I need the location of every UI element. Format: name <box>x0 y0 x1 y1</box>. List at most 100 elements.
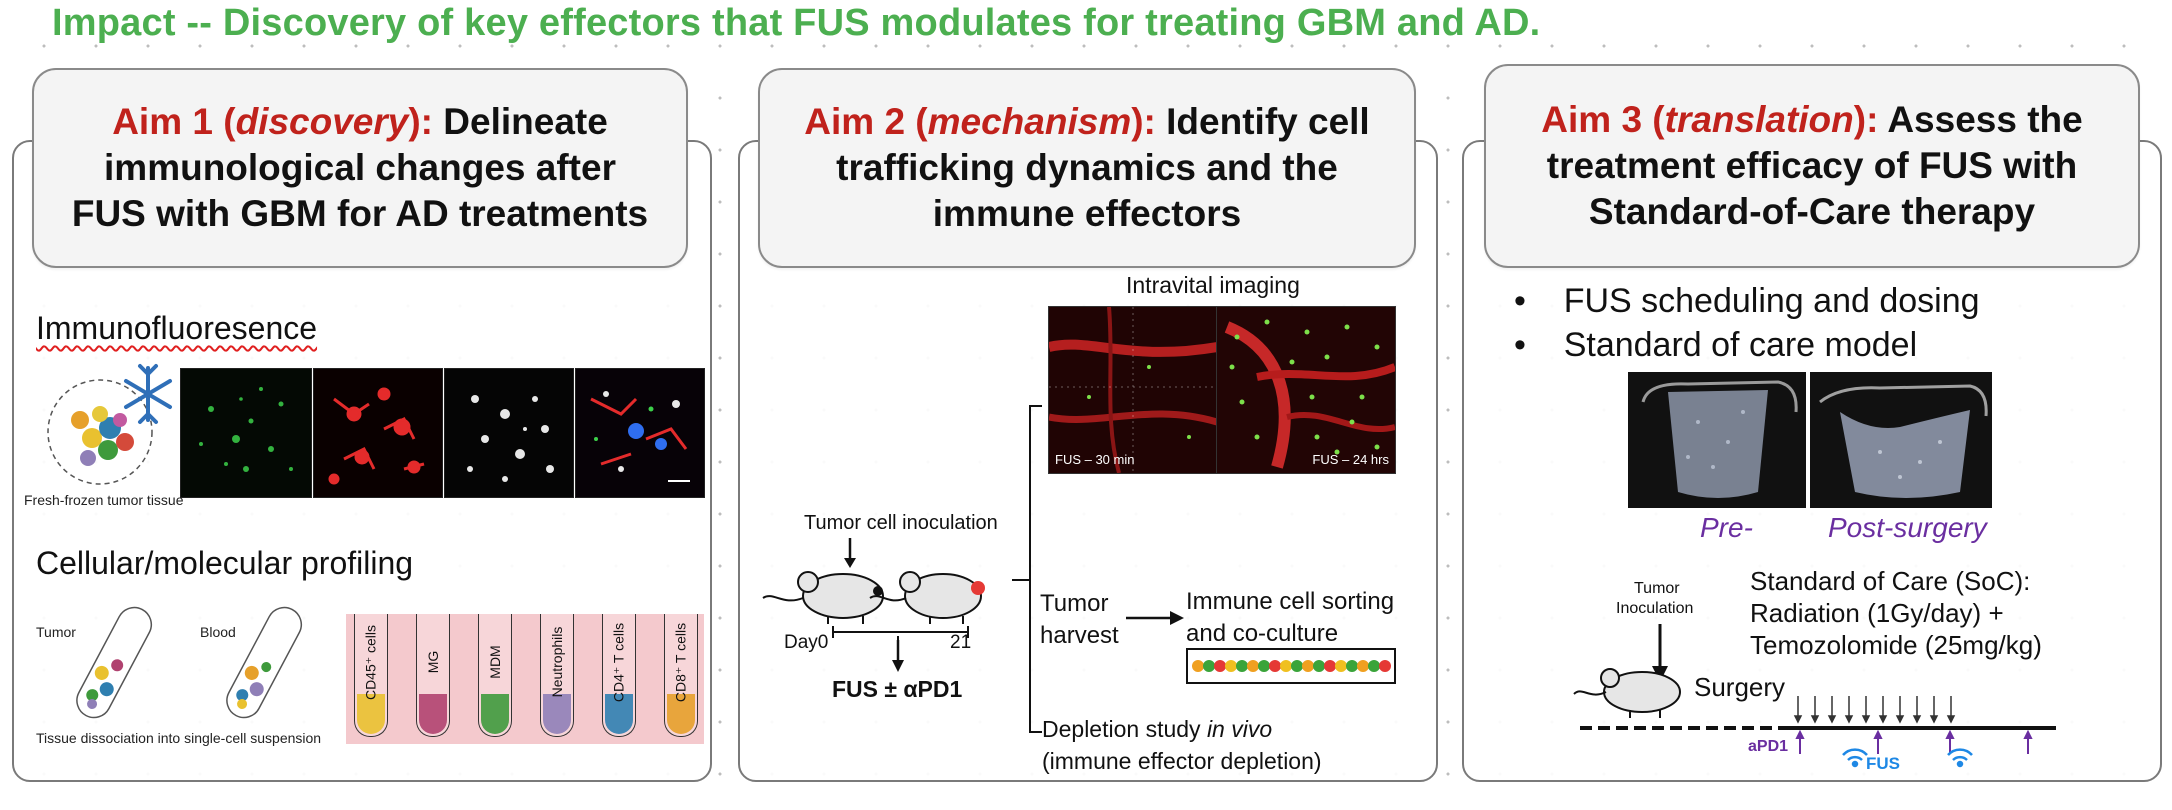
soc-line2: Radiation (1Gy/day) + <box>1750 598 2004 628</box>
apd1-dose-arrowhead <box>1873 729 1883 739</box>
tube-label: CD8⁺ T cells <box>672 622 689 703</box>
coculture-cell <box>1203 660 1215 672</box>
radiation-dose-arrowhead <box>1878 715 1888 724</box>
coculture-cell <box>1269 660 1281 672</box>
aim1-title-box: Aim 1 (discovery): Delineate immunologic… <box>32 68 688 268</box>
tumor-inoc-line2: Inoculation <box>1616 600 1694 617</box>
cell-tube: Neutrophils <box>540 614 574 738</box>
mouse-timeline-diagram <box>762 538 985 644</box>
aim3-title-line3: Standard-of-Care therapy <box>1588 191 2036 232</box>
ultrasound-post-visual <box>1810 372 1992 508</box>
impact-headline: Impact -- Discovery of key effectors tha… <box>52 2 1541 44</box>
radiation-dose-arrowhead <box>1793 715 1803 724</box>
cell-tube: CD4⁺ T cells <box>602 614 636 738</box>
cell-type-tubes-panel: CD45⁺ cells MG MDM Neutrophils CD4⁺ T cells C… <box>346 614 704 744</box>
immunofluorescence-label: Immunofluoresence <box>36 310 318 346</box>
aim1-title-line1: Aim 1 (discovery): Delineate <box>112 101 608 142</box>
tube-cells <box>605 694 633 734</box>
cell-tube: MG <box>416 614 450 738</box>
frozen-tissue-illustration <box>47 364 172 485</box>
radiation-dose-arrowhead <box>1929 715 1939 724</box>
coculture-cell <box>1291 660 1303 672</box>
apd1-dose-arrowhead <box>2023 729 2033 739</box>
fresh-frozen-caption: Fresh-frozen tumor tissue <box>24 492 184 508</box>
ultrasound-pre-visual <box>1628 372 1806 508</box>
soc-line3: Temozolomide (25mg/kg) <box>1750 630 2042 660</box>
cell-tube: CD8⁺ T cells <box>664 614 698 738</box>
radiation-dose-arrowhead <box>1827 715 1837 724</box>
mouse-icon-day0 <box>762 571 884 624</box>
tumor-harvest-line1: Tumor <box>1040 590 1109 617</box>
intravital-label: Intravital imaging <box>1126 272 1300 298</box>
cell-tube: MDM <box>478 614 512 738</box>
tumor-harvest-line2: harvest <box>1040 622 1119 649</box>
sample-tubes-illustration <box>76 606 303 719</box>
mouse-icon-day21 <box>869 571 985 624</box>
intravital-vessels-24hrs <box>1217 307 1395 473</box>
fus-apd1-label: FUS ± αPD1 <box>832 676 963 702</box>
coculture-cell <box>1236 660 1248 672</box>
profiling-label: Cellular/molecular profiling <box>36 545 414 581</box>
coculture-cell <box>1313 660 1325 672</box>
coculture-cell <box>1324 660 1336 672</box>
depletion-line2: (immune effector depletion) <box>1042 748 1322 774</box>
tube-cells <box>357 694 385 734</box>
coculture-cell <box>1346 660 1358 672</box>
intravital-image-24hrs: FUS – 24 hrs <box>1216 306 1396 474</box>
coculture-cell <box>1357 660 1369 672</box>
tube-label: MG <box>425 650 441 674</box>
coculture-dish <box>1186 648 1396 684</box>
coculture-cell <box>1335 660 1347 672</box>
if-image-red <box>313 368 443 498</box>
blood-label: Blood <box>200 624 236 640</box>
aim3-bullet-2: • Standard of care model <box>1514 326 1918 364</box>
aim3-bullet-1: • FUS scheduling and dosing <box>1514 282 1980 320</box>
treatment-timeline <box>1580 696 2056 768</box>
coculture-cell <box>1225 660 1237 672</box>
aim2-title-line1: Aim 2 (mechanism): Identify cell <box>804 101 1370 142</box>
coculture-cell <box>1247 660 1259 672</box>
fus-30min-label: FUS – 30 min <box>1055 452 1135 467</box>
intravital-image-30min: FUS – 30 min <box>1048 306 1218 474</box>
tube-label: CD45⁺ cells <box>362 624 379 701</box>
soc-line1: Standard of Care (SoC): <box>1750 566 2031 596</box>
ultrasound-pre-image <box>1628 372 1806 508</box>
coculture-cell <box>1368 660 1380 672</box>
fus-wifi-icon-2 <box>1947 748 1973 768</box>
outcome-bracket <box>1012 405 1042 733</box>
aim1-title-line3: FUS with GBM for AD treatments <box>71 193 649 234</box>
coculture-cell <box>1214 660 1226 672</box>
tumor-inoculation-label: Tumor cell inoculation <box>804 512 998 534</box>
post-surgery-label: Post-surgery <box>1828 512 1987 543</box>
coculture-cell <box>1192 660 1204 672</box>
cell-tube: CD45⁺ cells <box>354 614 388 738</box>
fus-label: FUS <box>1866 754 1900 773</box>
if-image-white <box>444 368 574 498</box>
surgery-label: Surgery <box>1694 672 1786 702</box>
radiation-dose-arrowhead <box>1895 715 1905 724</box>
depletion-line1: Depletion study in vivo <box>1042 716 1273 742</box>
tube-cells <box>543 694 571 734</box>
aim3-title-line2: treatment efficacy of FUS with <box>1546 145 2078 186</box>
fus-24hrs-label: FUS – 24 hrs <box>1312 452 1389 467</box>
aim3-title-line1: Aim 3 (translation): Assess the <box>1541 99 2083 140</box>
apd1-dose-arrowhead <box>1795 729 1805 739</box>
tube-cells <box>667 694 695 734</box>
tube-label: CD4⁺ T cells <box>610 622 627 703</box>
coculture-cell <box>1280 660 1292 672</box>
sorting-line2: and co-culture <box>1186 620 1339 647</box>
day21-label: 21 <box>950 632 972 653</box>
apd1-dose-arrowhead <box>1945 729 1955 739</box>
coculture-cell <box>1302 660 1314 672</box>
tube-label: Neutrophils <box>549 626 565 698</box>
intravital-vessels-30min <box>1049 307 1217 473</box>
radiation-dose-arrowhead <box>1861 715 1871 724</box>
tumor-label: Tumor <box>36 624 76 640</box>
sorting-line1: Immune cell sorting <box>1186 588 1395 615</box>
ultrasound-post-image <box>1810 372 1992 508</box>
coculture-cell <box>1258 660 1270 672</box>
tube-label: MDM <box>487 645 503 679</box>
aim3-mouse-icon <box>1573 668 1681 718</box>
aim3-title-box: Aim 3 (translation): Assess the treatmen… <box>1484 64 2140 268</box>
pre-label: Pre- <box>1700 512 1753 543</box>
